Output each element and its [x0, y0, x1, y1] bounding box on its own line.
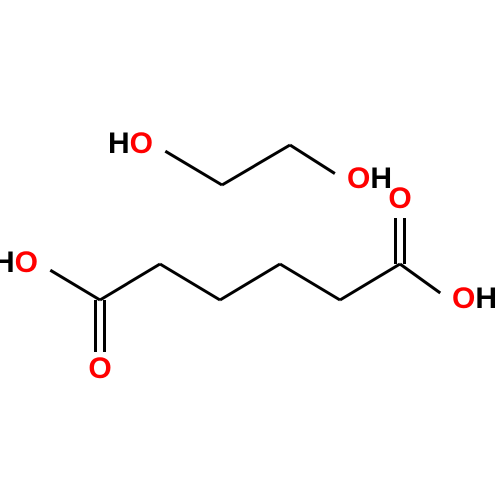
molecule-adipic-acid: HO O O OH [0, 182, 497, 385]
molecule-ethylene-glycol: HO OH [108, 127, 392, 195]
bond [100, 264, 160, 300]
bond [290, 145, 335, 174]
atom-label-O: O [388, 182, 411, 215]
atom-label-O: O [88, 352, 111, 385]
atom-label-O: HO [108, 127, 153, 160]
bond [280, 264, 340, 300]
bond [400, 264, 440, 293]
atom-label-O: OH [347, 162, 392, 195]
bond [160, 264, 220, 300]
bond [50, 270, 100, 300]
chemical-structure-diagram: HOOHHOOOOH [0, 0, 500, 500]
bond [220, 264, 280, 300]
atom-label-O: HO [0, 246, 38, 279]
bond [165, 151, 222, 185]
atom-label-O: OH [452, 282, 497, 315]
bond [222, 145, 290, 185]
bond [340, 264, 400, 300]
